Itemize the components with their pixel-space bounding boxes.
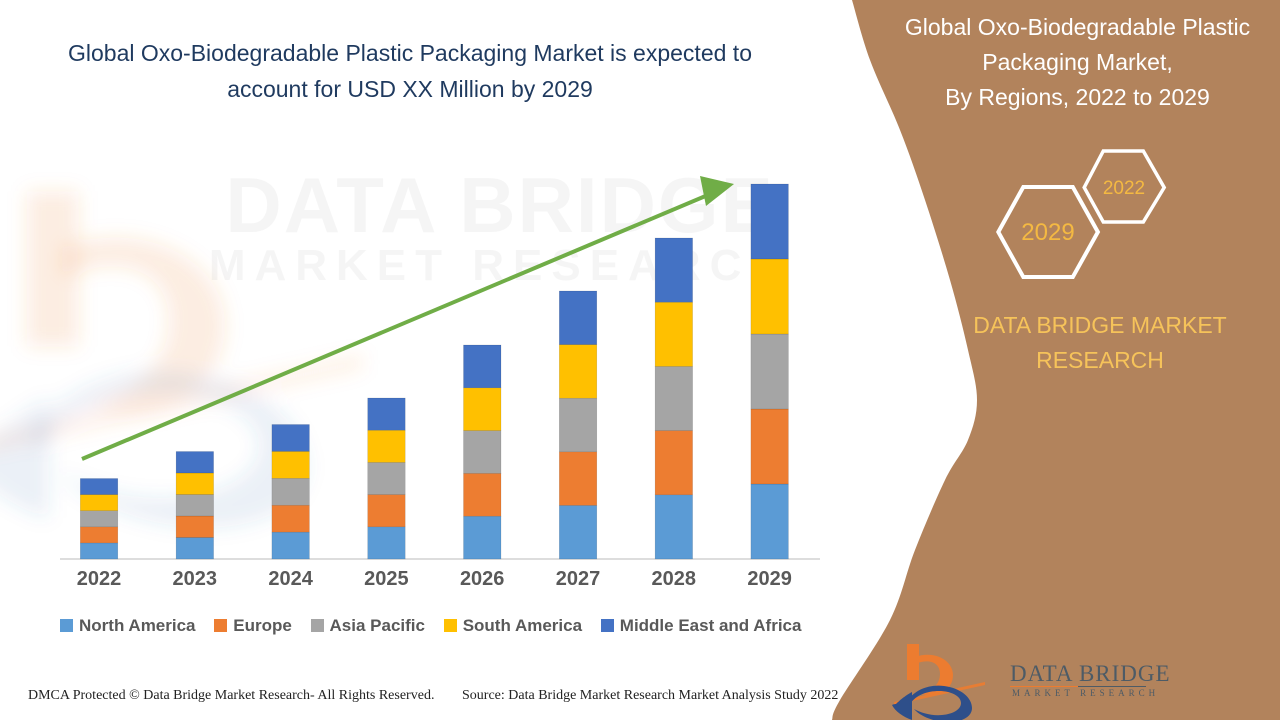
svg-text:2022: 2022	[1103, 178, 1145, 199]
svg-text:2029: 2029	[1021, 219, 1074, 246]
